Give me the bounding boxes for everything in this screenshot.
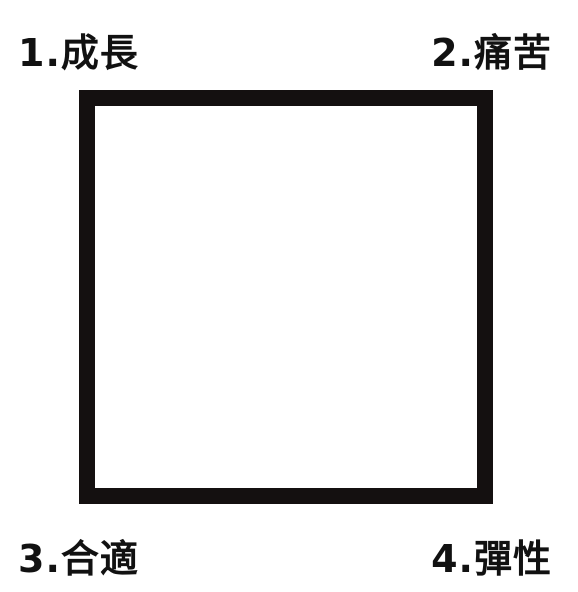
- label-pain: 2.痛苦: [431, 31, 552, 75]
- label-growth: 1.成長: [18, 31, 139, 75]
- label-flexibility: 4.彈性: [431, 537, 552, 581]
- quadrant-frame: [79, 90, 493, 504]
- label-fit: 3.合適: [18, 537, 139, 581]
